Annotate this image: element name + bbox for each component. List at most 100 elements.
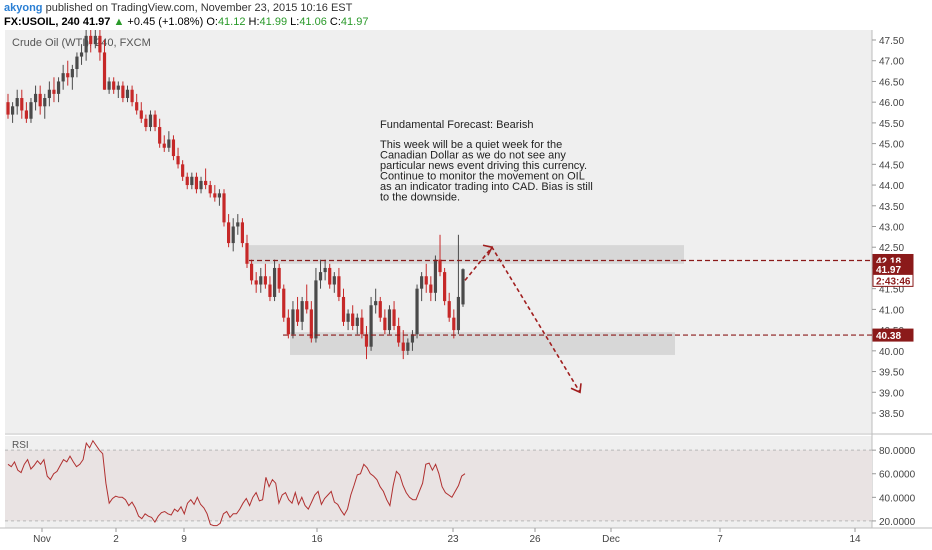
candle-body: [387, 309, 392, 331]
close-value: 41.97: [340, 16, 369, 28]
candle-body: [102, 52, 107, 90]
candle-body: [314, 280, 318, 339]
candle-body: [112, 81, 116, 90]
price-chart[interactable]: 47.50 47.00 46.50 46.00 45.50 45.00 44.50 44.00…: [0, 30, 932, 550]
candle-body: [452, 317, 456, 331]
price-tick-label: 39.50: [879, 368, 904, 379]
time-tick-label: Dec: [602, 534, 620, 545]
price-tick-label: 46.50: [879, 77, 904, 88]
candle-body: [231, 226, 235, 244]
candle-body: [84, 35, 88, 53]
candle-body: [139, 110, 143, 119]
price-tick-label: 41.50: [879, 285, 904, 296]
time-tick-label: 16: [311, 534, 323, 545]
candle-body: [33, 93, 38, 103]
annotation-line: as an indicator trading into CAD. Bias i…: [380, 181, 593, 193]
candle-body: [20, 98, 24, 111]
candle-body: [204, 180, 208, 186]
time-tick-label: 26: [529, 534, 541, 545]
rsi-tick-label: 80.0000: [879, 446, 916, 457]
up-triangle-icon: ▲: [113, 16, 125, 28]
rsi-tick-label: 40.0000: [879, 493, 916, 504]
candle-body: [392, 309, 396, 326]
candle-body: [10, 106, 15, 115]
chart-header: akyong published on TradingView.com, Nov…: [0, 0, 932, 30]
publish-text: published on TradingView.com, November 2…: [45, 2, 353, 14]
candle-body: [254, 280, 258, 285]
last-price: 41.97: [82, 16, 111, 28]
annotation-line: Canadian Dollar as we do not see any: [380, 150, 566, 162]
candle-body: [217, 193, 222, 198]
candle-body: [236, 222, 240, 227]
price-tag-box: [872, 328, 914, 342]
main-pane: [5, 30, 872, 433]
price-tag-label: 40.38: [876, 331, 901, 342]
candle-body: [268, 284, 272, 297]
chart-title: Crude Oil (WTI), 240, FXCM: [12, 37, 151, 49]
candle-body: [364, 334, 369, 347]
open-label: O:: [206, 16, 218, 28]
candle-body: [24, 110, 28, 119]
candle-body: [213, 193, 217, 198]
candle-body: [277, 267, 281, 289]
candle-body: [433, 259, 438, 293]
candle-body: [447, 301, 451, 318]
candle-body: [323, 267, 327, 273]
annotation-line: This week will be a quiet week for the: [380, 139, 562, 151]
high-value: 41.99: [259, 16, 288, 28]
price-tick-label: 46.00: [879, 98, 904, 109]
time-tick-label: Nov: [33, 534, 51, 545]
candle-body: [318, 272, 323, 281]
price-tag-label: 42.18: [876, 256, 901, 267]
candle-body: [397, 325, 401, 343]
time-tick-label: 23: [447, 534, 459, 545]
candle-body: [461, 269, 465, 305]
rsi-tick-label: 20.0000: [879, 517, 916, 528]
price-tag-label: 2:43:46: [876, 276, 911, 287]
candle-body: [43, 98, 47, 107]
publish-info: akyong published on TradingView.com, Nov…: [4, 2, 352, 14]
candle-body: [93, 35, 97, 45]
close-label: C:: [329, 16, 341, 28]
candle-body: [263, 276, 267, 285]
candle-body: [346, 313, 350, 322]
candle-body: [185, 176, 189, 186]
support-zone: [290, 332, 675, 355]
price-tick-label: 44.00: [879, 181, 904, 192]
candle-body: [406, 342, 410, 351]
candle-body: [162, 143, 166, 148]
open-value: 41.12: [217, 16, 246, 28]
candle-body: [286, 317, 290, 335]
price-tick-label: 41.00: [879, 305, 904, 316]
price-tick-label: 47.50: [879, 36, 904, 47]
price-tick-label: 43.00: [879, 223, 904, 234]
candle-body: [227, 222, 231, 244]
candle-body: [351, 313, 355, 326]
candle-body: [176, 156, 180, 165]
candle-body: [75, 56, 79, 70]
annotation-line: particular news event driving this curre…: [380, 160, 587, 172]
candle-body: [383, 317, 387, 331]
candle-body: [245, 243, 249, 264]
candle-body: [61, 73, 65, 82]
price-change: +0.45 (+1.08%): [127, 16, 204, 28]
candle-body: [148, 114, 153, 128]
candle-body: [309, 309, 313, 339]
candle-body: [378, 301, 382, 318]
author-link[interactable]: akyong: [4, 2, 43, 14]
candle-body: [107, 81, 111, 90]
symbol-label[interactable]: FX:USOIL, 240: [4, 16, 80, 28]
candle-body: [249, 263, 254, 281]
candle-body: [116, 85, 120, 90]
candle-body: [52, 89, 56, 94]
candle-body: [79, 52, 84, 57]
candle-body: [158, 127, 162, 144]
resistance-zone: [249, 245, 684, 264]
price-tag-box: [872, 273, 914, 287]
price-tick-label: 45.50: [879, 119, 904, 130]
candle-body: [38, 93, 42, 107]
low-value: 41.06: [299, 16, 327, 28]
candle-body: [300, 301, 304, 322]
low-label: L:: [290, 16, 300, 28]
candle-body: [429, 284, 433, 293]
